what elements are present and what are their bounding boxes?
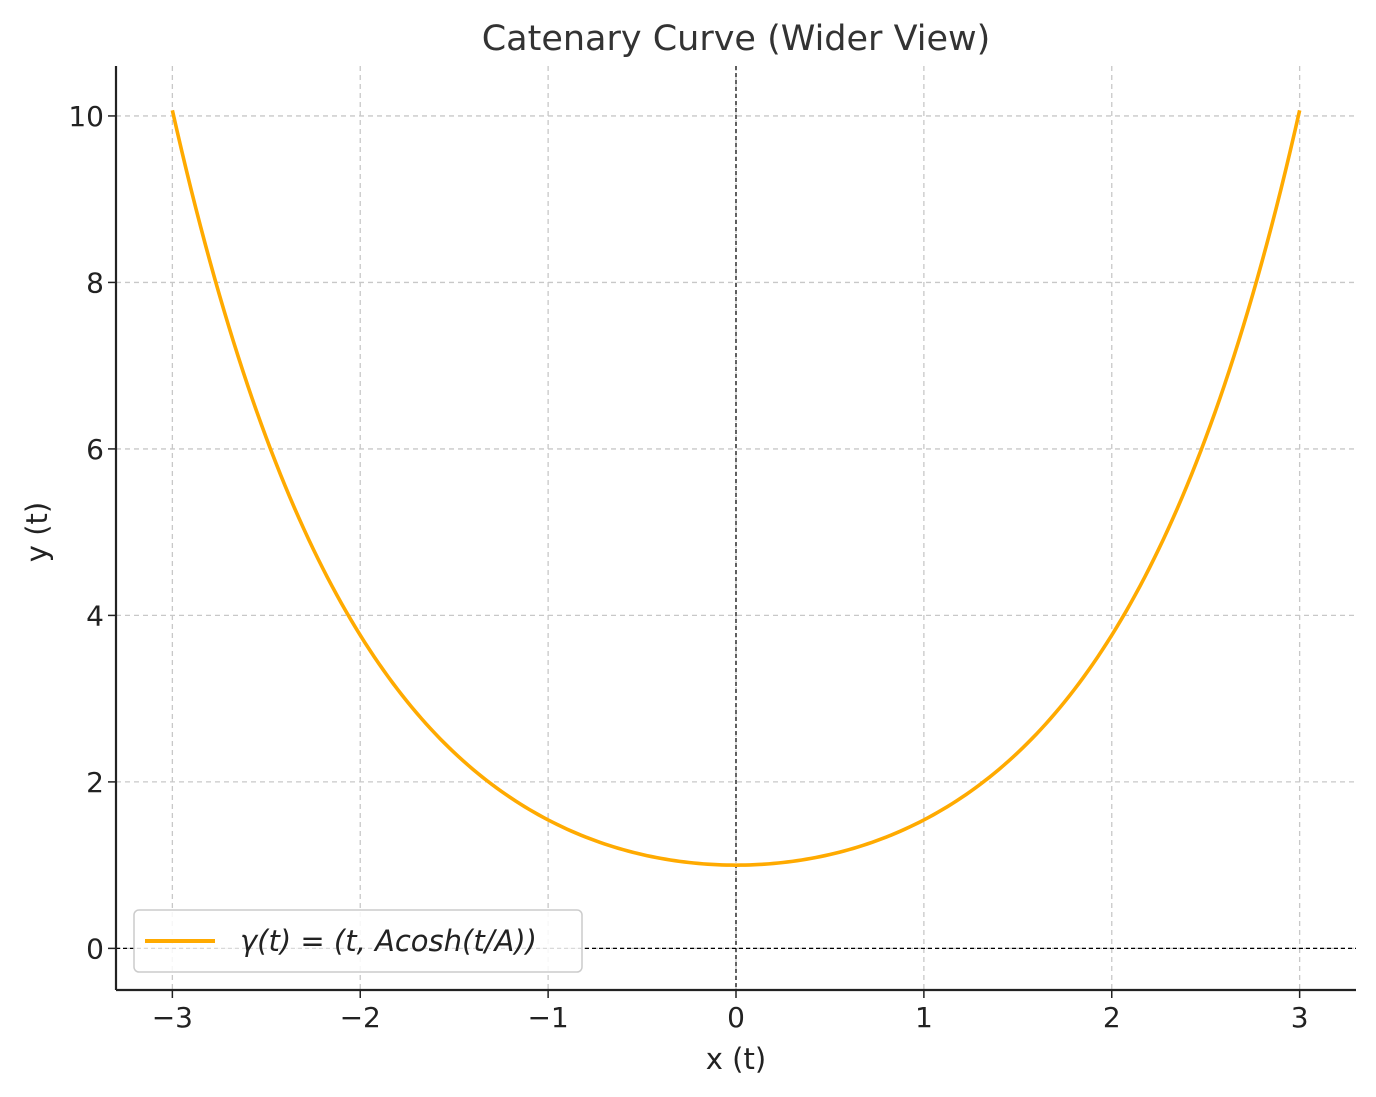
series-layer [170,109,1302,867]
legend-entry-label: γ(t) = (t, Acosh(t/A)) [240,924,537,958]
y-tick-label-4: 8 [86,266,104,299]
y-tick-label-2: 4 [86,599,104,632]
x-tick-label-4: 1 [915,1001,933,1034]
legend-frame [133,909,583,973]
legend: γ(t) = (t, Acosh(t/A)) [133,909,583,973]
y-tick-label-5: 10 [68,100,104,133]
y-tick-label-1: 2 [86,766,104,799]
tick-labels: −3 −2 −1 0 1 2 3 0 2 4 6 8 10 [68,100,1308,1034]
x-tick-label-1: −2 [340,1001,381,1034]
y-tick-label-0: 0 [86,932,104,965]
series-line-0 [170,109,1302,867]
x-axis-label: x (t) [706,1042,766,1076]
y-axis-label: y (t) [20,502,54,562]
chart-title: Catenary Curve (Wider View) [482,19,991,59]
axes [108,66,1356,998]
x-tick-label-5: 2 [1103,1001,1121,1034]
x-tick-label-0: −3 [152,1001,193,1034]
x-tick-label-6: 3 [1291,1001,1309,1034]
x-tick-label-2: −1 [527,1001,568,1034]
y-tick-label-3: 6 [86,433,104,466]
x-tick-label-3: 0 [727,1001,745,1034]
